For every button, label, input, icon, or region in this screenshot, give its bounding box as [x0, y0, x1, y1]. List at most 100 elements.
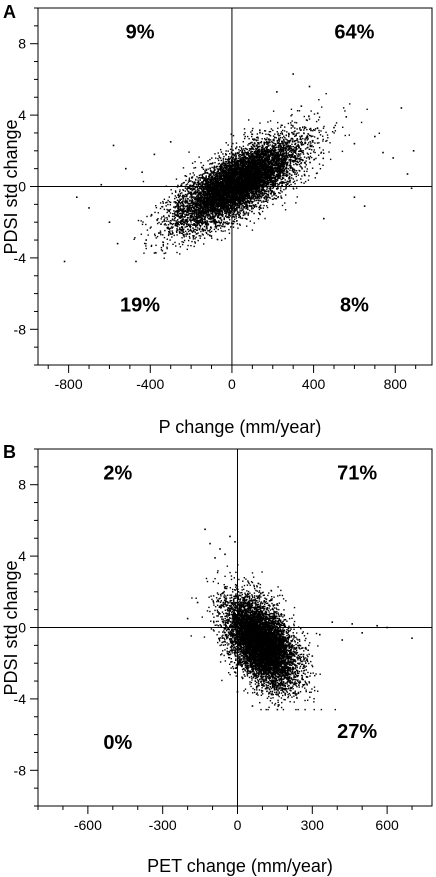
data-point [214, 223, 217, 226]
data-point [241, 200, 243, 202]
data-point [226, 158, 229, 161]
data-point [273, 192, 275, 195]
data-point [207, 172, 209, 175]
data-point [277, 151, 280, 153]
data-point [295, 133, 297, 135]
data-point [192, 183, 195, 186]
data-point [275, 152, 278, 154]
data-point [278, 144, 281, 146]
points-a [63, 73, 415, 263]
data-point [255, 166, 258, 169]
data-point [159, 207, 162, 210]
data-point [192, 236, 195, 238]
data-point [237, 175, 239, 177]
data-point [197, 221, 199, 224]
data-point [249, 148, 251, 151]
data-point [271, 180, 273, 182]
data-point [293, 140, 296, 143]
data-point [177, 194, 179, 197]
data-point [201, 207, 204, 209]
data-point [252, 161, 255, 164]
data-point [174, 195, 177, 197]
data-point [276, 179, 279, 182]
data-point [267, 171, 269, 173]
data-point [276, 140, 279, 142]
data-point [287, 170, 289, 173]
data-point [244, 156, 247, 158]
data-point [314, 129, 316, 132]
data-point [246, 204, 248, 206]
data-point [249, 164, 252, 167]
data-point [243, 128, 246, 130]
data-point [218, 171, 220, 174]
data-point [271, 183, 274, 185]
data-point [319, 134, 322, 136]
data-point [182, 221, 184, 224]
data-point [201, 187, 203, 190]
data-point [210, 220, 213, 223]
data-point [229, 192, 231, 195]
data-point [278, 175, 281, 177]
data-point [220, 182, 222, 185]
data-point [211, 196, 213, 198]
data-point [203, 190, 205, 193]
data-point [167, 233, 170, 235]
data-point [267, 145, 270, 147]
data-point [201, 184, 204, 186]
data-point [275, 137, 277, 139]
data-point [255, 151, 258, 153]
data-point [222, 214, 224, 216]
data-point [241, 217, 243, 220]
data-point [285, 162, 287, 164]
data-point [221, 165, 223, 168]
data-point [175, 214, 177, 217]
data-point [241, 148, 243, 150]
data-point [181, 226, 183, 228]
data-point [173, 218, 176, 220]
data-point [240, 189, 242, 191]
data-point [187, 209, 190, 211]
data-point [219, 217, 221, 220]
data-point [283, 150, 285, 153]
data-point [200, 187, 202, 190]
data-point [307, 146, 309, 149]
data-point [287, 122, 290, 125]
data-point [318, 147, 321, 149]
data-point [208, 206, 210, 208]
data-point [179, 253, 181, 255]
data-point [243, 137, 246, 140]
data-point [242, 205, 244, 207]
data-point [244, 187, 246, 189]
data-point [216, 197, 219, 200]
data-point [257, 148, 260, 151]
data-point [198, 156, 200, 158]
data-point [189, 237, 191, 239]
data-point [286, 172, 289, 174]
data-point [315, 157, 317, 160]
data-point [243, 196, 245, 198]
data-point [269, 197, 271, 199]
data-point [297, 144, 299, 147]
data-point [268, 133, 271, 136]
data-point [258, 151, 261, 153]
data-point [181, 210, 183, 213]
data-point [278, 174, 280, 176]
data-point [241, 202, 244, 205]
data-point [187, 207, 189, 210]
data-point [196, 198, 199, 201]
data-point [284, 209, 287, 211]
data-point [213, 218, 215, 220]
data-point [308, 118, 311, 120]
data-point [226, 168, 228, 170]
data-point [189, 207, 191, 209]
data-point [277, 138, 280, 141]
data-point [201, 199, 203, 201]
data-point [205, 212, 207, 215]
data-point [246, 200, 249, 202]
data-point [269, 179, 271, 181]
data-point [274, 133, 276, 135]
data-point [263, 148, 265, 150]
data-point [202, 216, 204, 218]
data-point [143, 242, 146, 245]
data-point [186, 194, 188, 196]
